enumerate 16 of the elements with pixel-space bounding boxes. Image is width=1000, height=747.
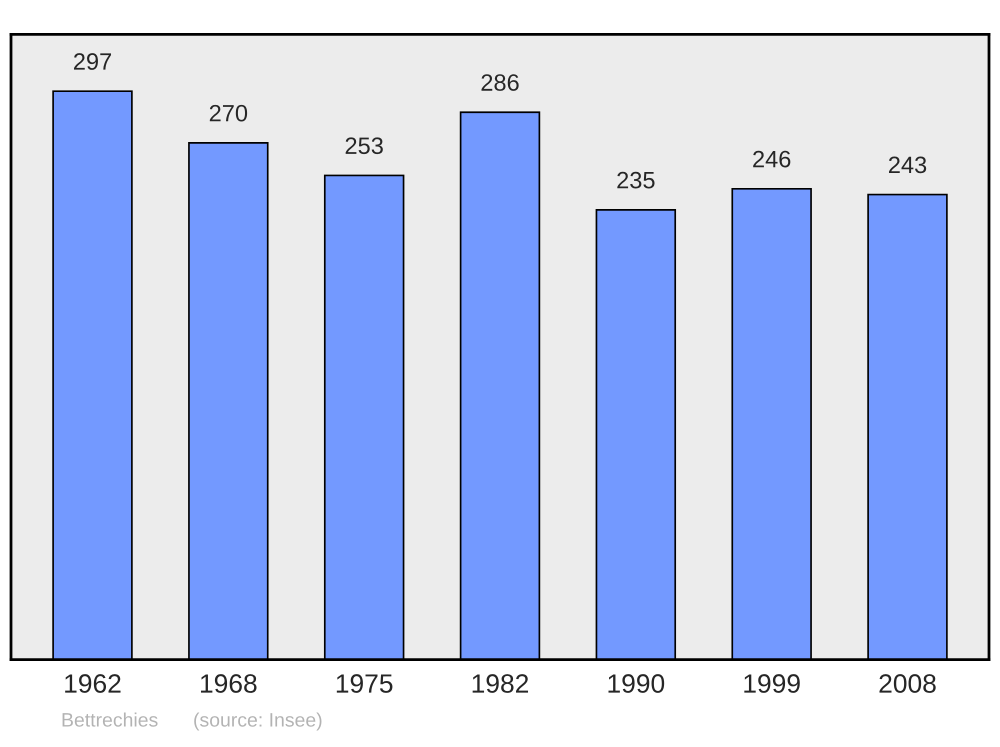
data-label: 297	[74, 53, 112, 70]
data-label: 246	[753, 150, 790, 168]
data-label: 286	[481, 74, 519, 91]
data-label: 253	[346, 137, 383, 154]
x-tick-label: 2008	[879, 674, 936, 693]
x-tick-label: 1990	[608, 674, 664, 693]
x-tick-label: 1982	[472, 674, 528, 693]
data-label: 270	[210, 104, 248, 122]
data-label: 243	[888, 156, 926, 174]
text: (source: Insee)	[194, 712, 322, 731]
x-tick-label: 1999	[744, 674, 800, 693]
x-tick-label: 1975	[336, 674, 392, 693]
x-tick-label: 1968	[200, 674, 257, 693]
x-tick-label: 1962	[65, 674, 121, 693]
data-label: 235	[617, 172, 655, 189]
text: Bettrechies	[62, 712, 158, 727]
